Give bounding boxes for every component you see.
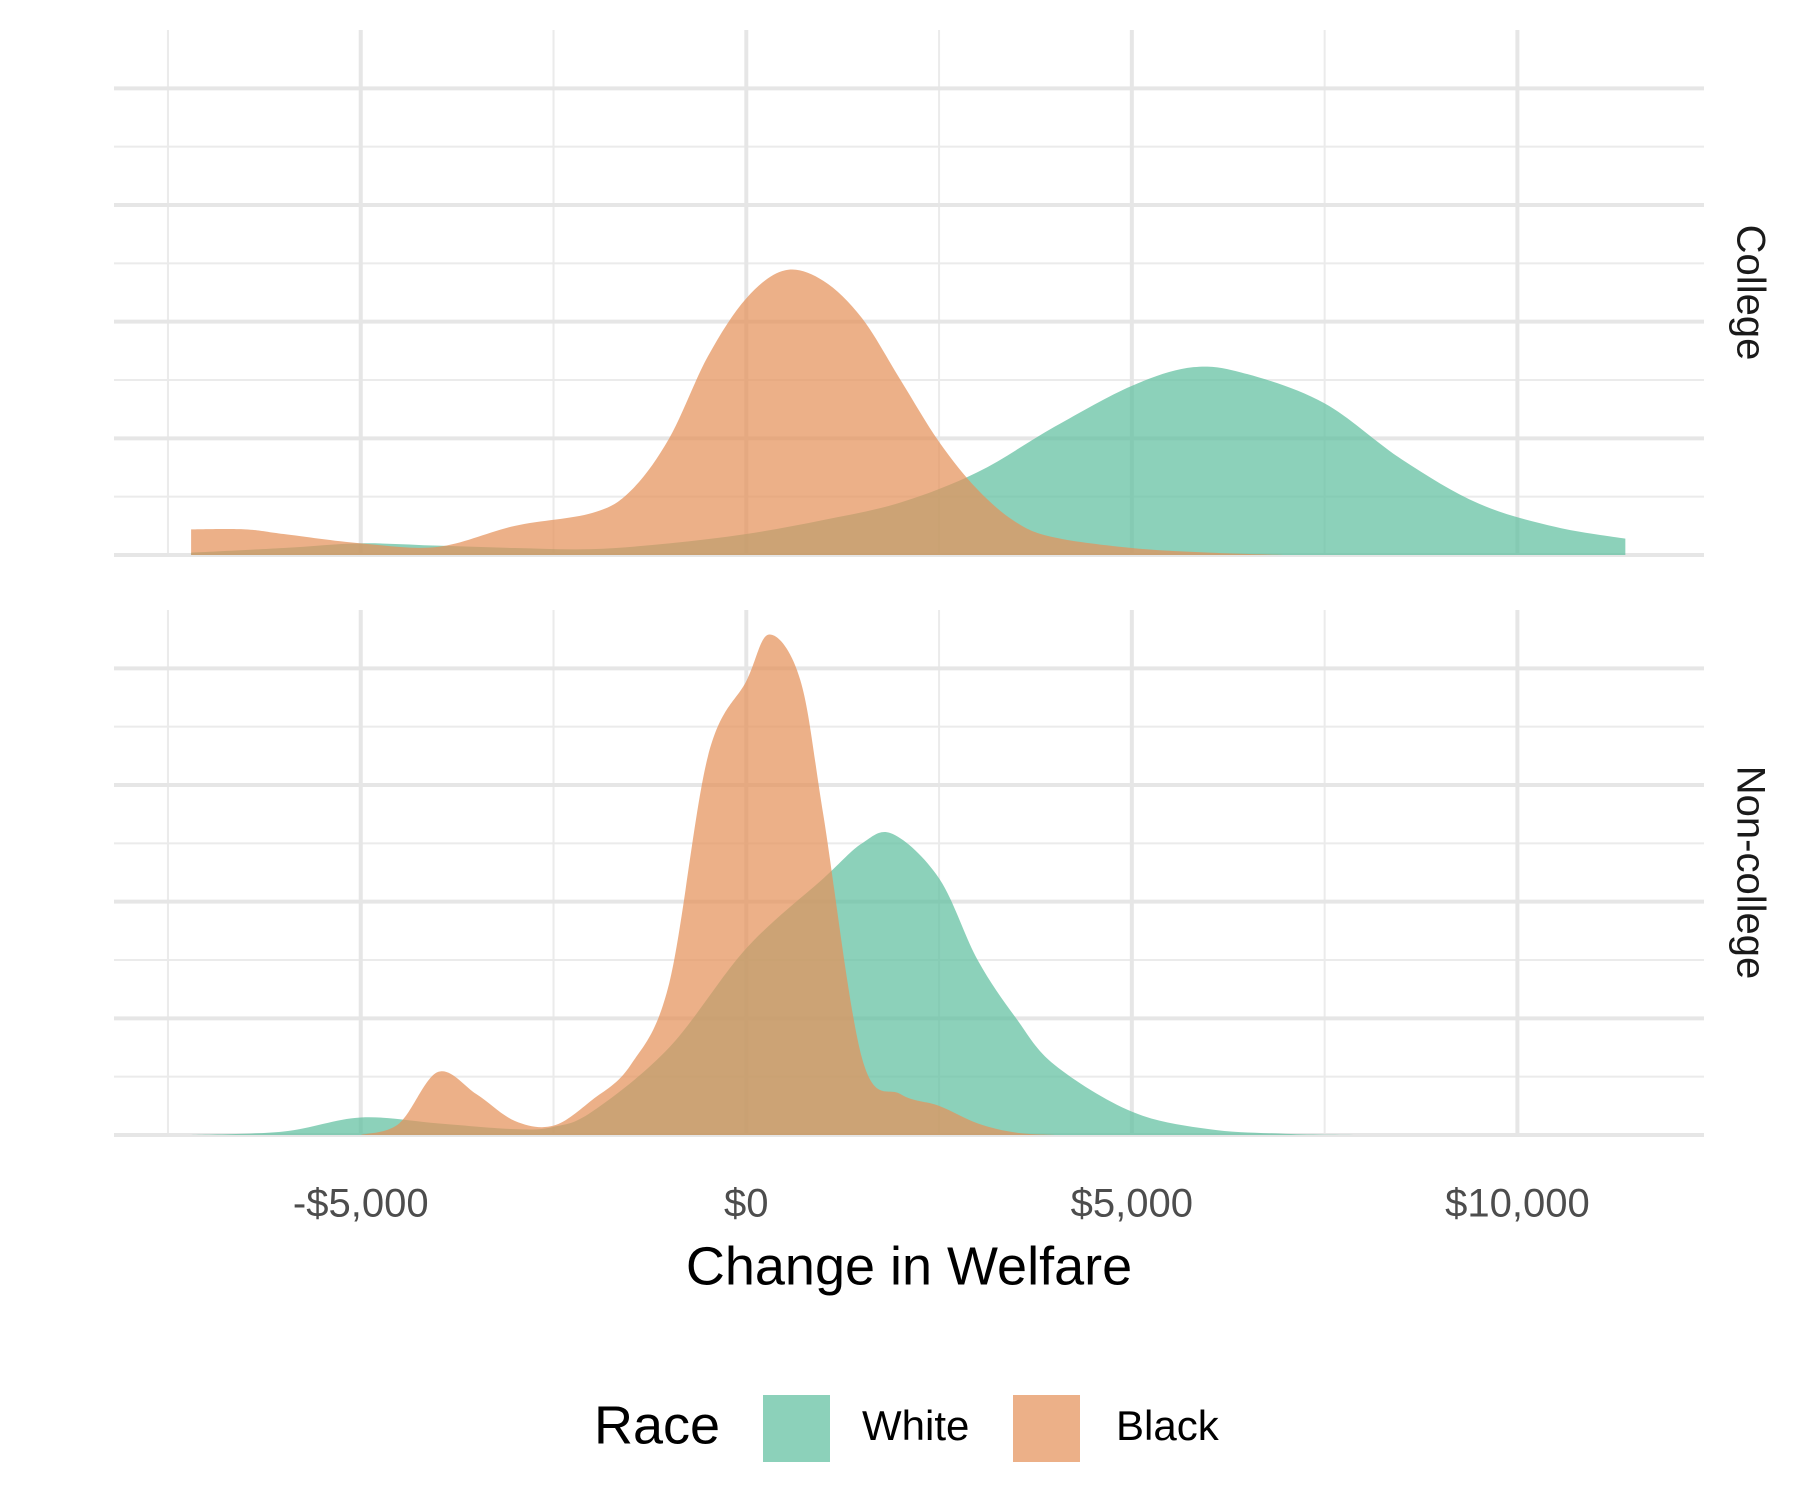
legend-key [1013,1395,1080,1462]
density-area [360,634,1055,1135]
legend-title: Race [594,1395,720,1455]
facet-label: College [1728,225,1772,361]
x-axis-title: Change in Welfare [686,1236,1132,1296]
x-tick-label: $10,000 [1445,1182,1590,1226]
x-tick-label: -$5,000 [293,1182,429,1226]
facet-label: Non-college [1728,766,1772,979]
legend-key [763,1395,830,1462]
x-tick-label: $0 [724,1182,769,1226]
legend-label: White [862,1402,969,1449]
density-area [191,366,1626,555]
density-area [191,269,1287,555]
legend-label: Black [1116,1402,1220,1449]
x-tick-label: $5,000 [1071,1182,1193,1226]
